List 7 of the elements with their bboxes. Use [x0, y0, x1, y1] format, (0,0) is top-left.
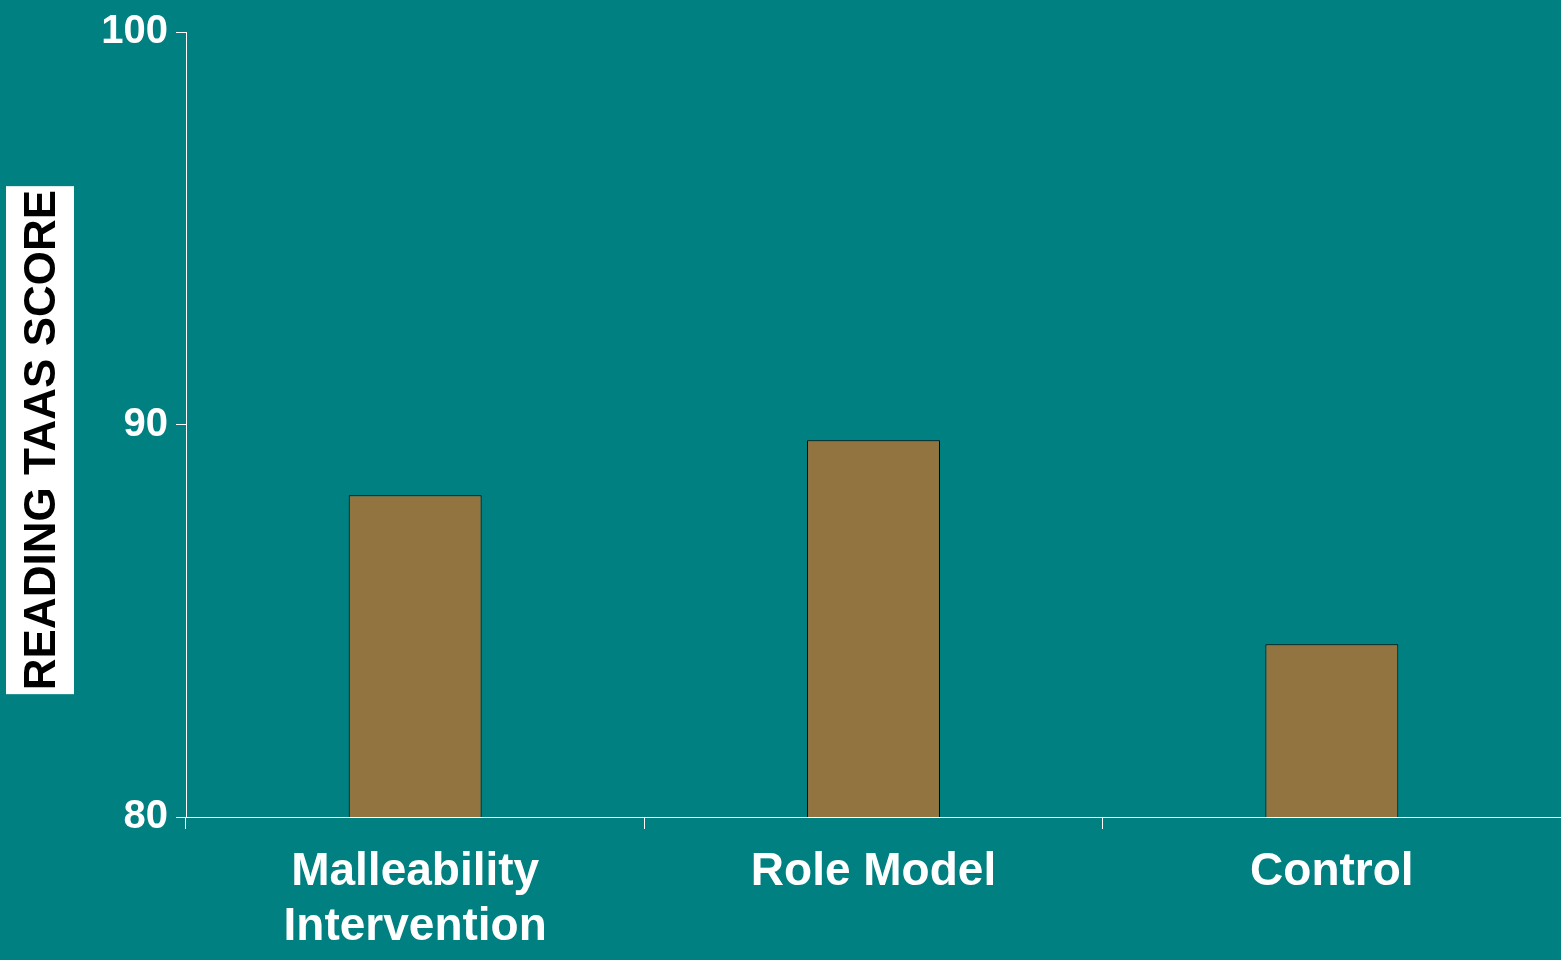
x-tick-label: Control [1250, 843, 1414, 896]
x-tick-label: Malleability Intervention [283, 843, 547, 951]
y-tick-label: 80 [123, 792, 168, 837]
y-tick-label: 100 [101, 7, 168, 52]
y-axis-title: READING TAAS SCORE [6, 185, 74, 695]
x-tick-label: Role Model [750, 843, 997, 896]
y-tick-label: 90 [123, 399, 168, 444]
